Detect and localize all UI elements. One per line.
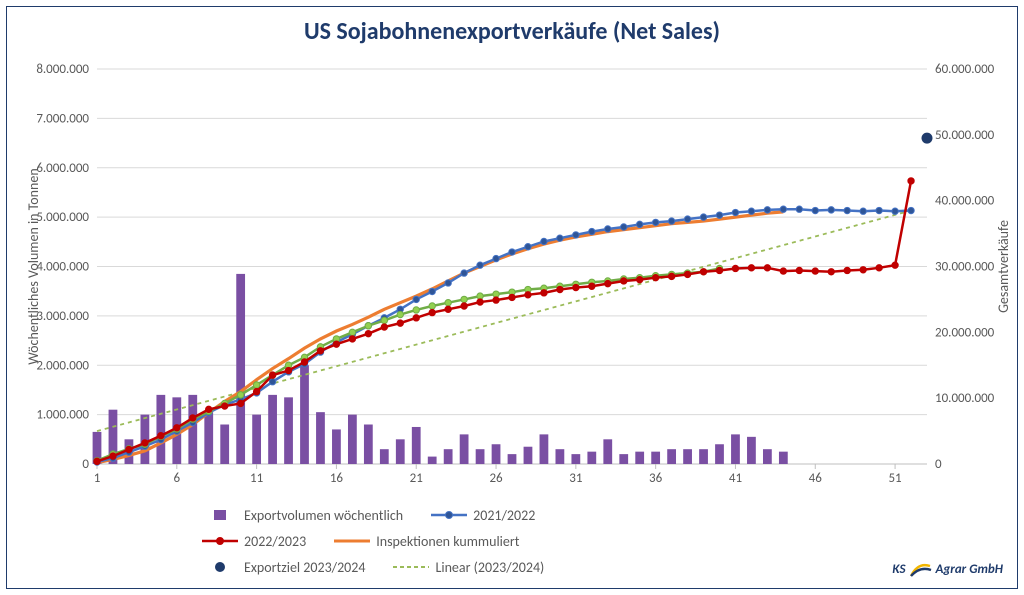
legend-swatch xyxy=(202,534,238,548)
legend-swatch xyxy=(431,508,467,522)
svg-text:30.000.000: 30.000.000 xyxy=(935,260,995,275)
svg-text:8.000.000: 8.000.000 xyxy=(36,62,89,77)
chart-frame: US Sojabohnenexportverkäufe (Net Sales) … xyxy=(6,6,1018,589)
legend-row-3: Exportziel 2023/2024 Linear (2023/2024) xyxy=(202,554,842,580)
legend-item: Exportziel 2023/2024 xyxy=(202,559,365,576)
y-axis-right-label: Gesamtverkäufe xyxy=(995,69,1012,464)
svg-text:0: 0 xyxy=(935,457,942,472)
svg-text:41: 41 xyxy=(729,471,742,486)
svg-text:31: 31 xyxy=(569,471,582,486)
svg-text:0: 0 xyxy=(82,457,89,472)
svg-text:1: 1 xyxy=(94,471,101,486)
svg-text:60.000.000: 60.000.000 xyxy=(935,62,995,77)
svg-text:51: 51 xyxy=(888,471,901,486)
svg-text:7.000.000: 7.000.000 xyxy=(36,111,89,126)
svg-text:10.000.000: 10.000.000 xyxy=(935,391,995,406)
legend-swatch xyxy=(202,560,238,574)
legend-item: Linear (2023/2024) xyxy=(393,559,544,576)
legend-label: Exportziel 2023/2024 xyxy=(244,559,365,576)
legend-item: Inspektionen kummuliert xyxy=(334,533,519,550)
chart-title: US Sojabohnenexportverkäufe (Net Sales) xyxy=(7,17,1017,46)
svg-text:21: 21 xyxy=(410,471,423,486)
plot-area: 01.000.0002.000.0003.000.0004.000.0005.0… xyxy=(97,69,927,464)
legend-item: Exportvolumen wöchentlich xyxy=(202,507,403,524)
svg-text:2.000.000: 2.000.000 xyxy=(36,358,89,373)
legend-row-1: Exportvolumen wöchentlich 2021/2022 xyxy=(202,502,842,528)
svg-text:20.000.000: 20.000.000 xyxy=(935,325,995,340)
legend-row-2: 2022/2023 Inspektionen kummuliert xyxy=(202,528,842,554)
legend-item: 2021/2022 xyxy=(431,507,535,524)
svg-text:6: 6 xyxy=(174,471,181,486)
svg-text:6.000.000: 6.000.000 xyxy=(36,161,89,176)
legend-label: Exportvolumen wöchentlich xyxy=(244,507,403,524)
svg-text:40.000.000: 40.000.000 xyxy=(935,194,995,209)
svg-text:5.000.000: 5.000.000 xyxy=(36,210,89,225)
svg-text:4.000.000: 4.000.000 xyxy=(36,260,89,275)
legend-label: 2022/2023 xyxy=(244,533,306,550)
brand-prefix: KS xyxy=(892,562,905,577)
legend-item: 2022/2023 xyxy=(202,533,306,550)
legend-swatch xyxy=(202,508,238,522)
chart-svg: 01.000.0002.000.0003.000.0004.000.0005.0… xyxy=(97,69,927,464)
swoosh-icon xyxy=(910,560,932,578)
svg-text:36: 36 xyxy=(649,471,663,486)
svg-text:46: 46 xyxy=(809,471,823,486)
svg-text:16: 16 xyxy=(330,471,344,486)
legend-label: 2021/2022 xyxy=(473,507,535,524)
brand-suffix: Agrar GmbH xyxy=(936,562,1004,577)
svg-text:11: 11 xyxy=(250,471,263,486)
svg-text:1.000.000: 1.000.000 xyxy=(36,408,89,423)
svg-text:26: 26 xyxy=(489,471,503,486)
legend-label: Inspektionen kummuliert xyxy=(376,533,519,550)
svg-text:3.000.000: 3.000.000 xyxy=(36,309,89,324)
legend-swatch xyxy=(334,534,370,548)
legend: Exportvolumen wöchentlich 2021/2022 2022/… xyxy=(202,502,842,582)
svg-text:50.000.000: 50.000.000 xyxy=(935,128,995,143)
legend-label: Linear (2023/2024) xyxy=(435,559,544,576)
legend-swatch xyxy=(393,560,429,574)
brand-logo: KS Agrar GmbH xyxy=(892,560,1003,578)
